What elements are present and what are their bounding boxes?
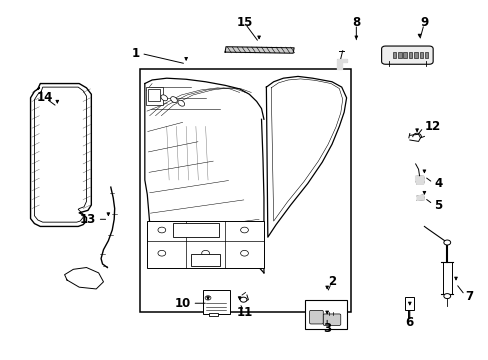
Circle shape (443, 240, 450, 245)
Circle shape (201, 227, 209, 233)
Bar (203, 290, 229, 314)
Bar (442, 262, 451, 294)
Text: 3: 3 (323, 322, 330, 335)
Circle shape (240, 227, 248, 233)
Bar (208, 313, 217, 316)
Bar (147, 221, 264, 267)
Circle shape (158, 250, 165, 256)
Bar (403, 53, 406, 58)
Circle shape (443, 294, 450, 298)
Bar (397, 53, 401, 58)
Circle shape (201, 250, 209, 256)
Text: 1: 1 (132, 47, 140, 60)
Bar (172, 223, 219, 237)
Circle shape (204, 296, 210, 300)
Bar (408, 53, 411, 58)
Text: 9: 9 (419, 16, 427, 29)
Text: 12: 12 (424, 120, 440, 133)
Bar (404, 297, 413, 310)
Polygon shape (416, 195, 424, 201)
Text: 4: 4 (433, 177, 442, 190)
Ellipse shape (178, 100, 184, 106)
Bar (146, 87, 163, 105)
Bar (140, 69, 351, 312)
Bar (424, 53, 427, 58)
Polygon shape (415, 176, 424, 184)
Polygon shape (336, 59, 346, 69)
Text: 14: 14 (37, 91, 53, 104)
Bar (419, 53, 422, 58)
Text: 5: 5 (433, 198, 442, 212)
Bar (191, 254, 220, 266)
Text: 6: 6 (405, 316, 413, 329)
Ellipse shape (161, 95, 167, 101)
Circle shape (240, 297, 246, 302)
Ellipse shape (170, 96, 177, 103)
FancyBboxPatch shape (323, 314, 340, 325)
Bar (392, 53, 395, 58)
Text: 15: 15 (236, 16, 252, 29)
Text: 2: 2 (327, 275, 335, 288)
Bar (148, 89, 160, 102)
Text: 7: 7 (465, 289, 473, 303)
FancyBboxPatch shape (381, 46, 432, 64)
Text: 13: 13 (80, 213, 96, 226)
Circle shape (158, 227, 165, 233)
Bar (305, 300, 346, 329)
Bar (413, 53, 417, 58)
Polygon shape (224, 47, 293, 53)
FancyBboxPatch shape (309, 310, 323, 324)
Text: 10: 10 (174, 297, 191, 310)
Text: 11: 11 (236, 306, 252, 319)
Text: 8: 8 (351, 16, 360, 29)
Circle shape (240, 250, 248, 256)
